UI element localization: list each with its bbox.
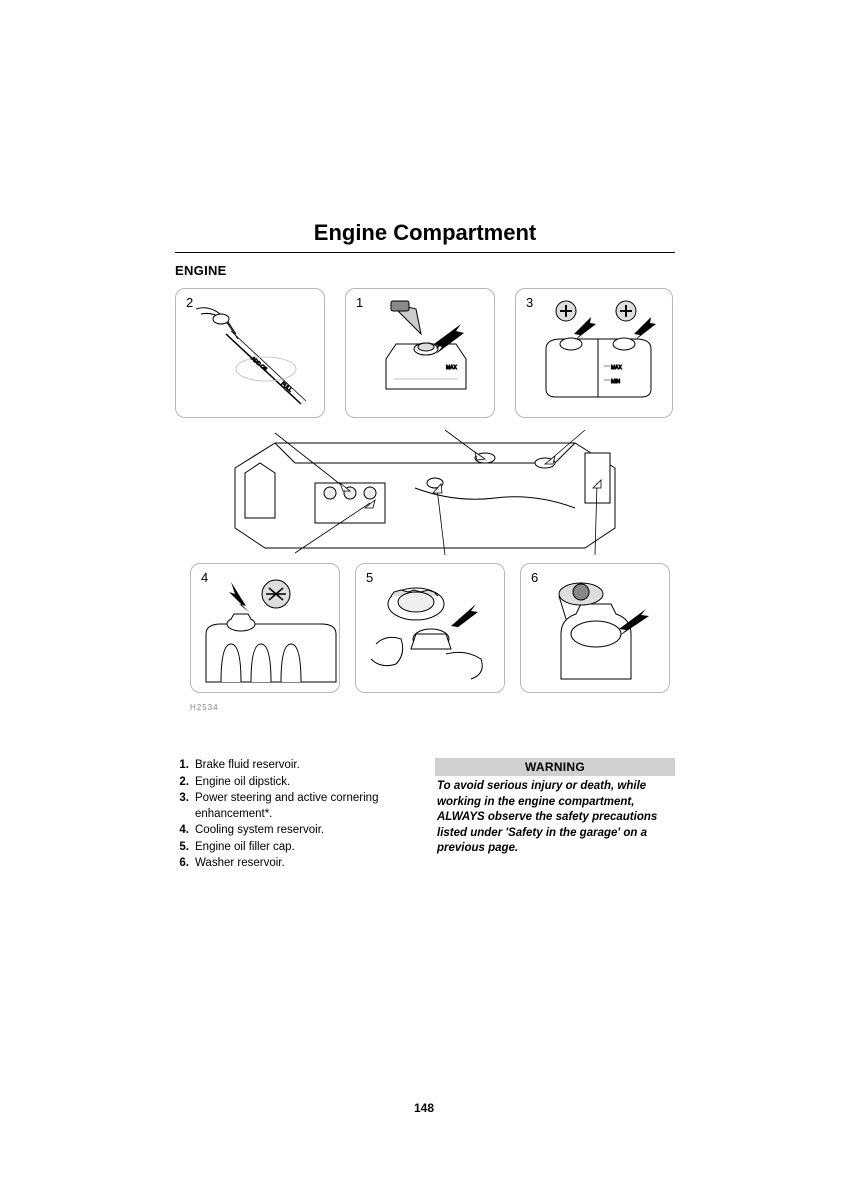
- arrow-icon: [634, 317, 656, 341]
- arrow-icon: [449, 604, 478, 634]
- bottom-columns: 1. Brake fluid reservoir. 2. Engine oil …: [175, 758, 675, 873]
- list-item: 3. Power steering and active cornering e…: [175, 791, 415, 822]
- panel-number: 4: [201, 570, 208, 585]
- arrow-icon: [229, 582, 249, 612]
- list-text: Cooling system reservoir.: [195, 823, 415, 839]
- diagram-panel-4: 4: [190, 563, 340, 693]
- engine-diagram: 2 ADD OIL FULL 1: [175, 288, 675, 738]
- svg-text:ADD OIL: ADD OIL: [250, 356, 269, 374]
- legend-list: 1. Brake fluid reservoir. 2. Engine oil …: [175, 758, 415, 873]
- diagram-panel-5: 5: [355, 563, 505, 693]
- list-text: Brake fluid reservoir.: [195, 758, 415, 774]
- list-number: 4.: [175, 823, 195, 839]
- page-content: Engine Compartment ENGINE 2 ADD OIL FULL: [175, 220, 675, 873]
- svg-text:MIN: MIN: [611, 379, 621, 385]
- brake-reservoir-icon: MAX: [346, 289, 496, 419]
- svg-text:MAX: MAX: [446, 365, 458, 371]
- svg-text:FULL: FULL: [280, 381, 293, 394]
- dipstick-icon: ADD OIL FULL: [176, 289, 326, 419]
- cooling-reservoir-icon: [191, 564, 341, 694]
- page-title: Engine Compartment: [175, 220, 675, 253]
- panel-number: 6: [531, 570, 538, 585]
- list-item: 5. Engine oil filler cap.: [175, 840, 415, 856]
- diagram-panel-1: 1 MAX: [345, 288, 495, 418]
- list-item: 6. Washer reservoir.: [175, 856, 415, 872]
- list-item: 4. Cooling system reservoir.: [175, 823, 415, 839]
- engine-compartment-illustration: [215, 428, 635, 558]
- section-heading: ENGINE: [175, 263, 675, 278]
- diagram-reference-code: H2534: [190, 703, 219, 712]
- power-steering-icon: MAX MIN: [516, 289, 674, 419]
- washer-reservoir-icon: [521, 564, 671, 694]
- list-text: Washer reservoir.: [195, 856, 415, 872]
- warning-box: WARNING To avoid serious injury or death…: [435, 758, 675, 873]
- list-text: Power steering and active cornering enha…: [195, 791, 415, 822]
- panel-number: 2: [186, 295, 193, 310]
- panel-number: 5: [366, 570, 373, 585]
- list-item: 2. Engine oil dipstick.: [175, 775, 415, 791]
- diagram-panel-3: 3 MAX MIN: [515, 288, 673, 418]
- list-number: 1.: [175, 758, 195, 774]
- arrow-icon: [574, 317, 596, 341]
- oil-filler-icon: [356, 564, 506, 694]
- panel-number: 3: [526, 295, 533, 310]
- list-text: Engine oil dipstick.: [195, 775, 415, 791]
- list-number: 5.: [175, 840, 195, 856]
- diagram-panel-2: 2 ADD OIL FULL: [175, 288, 325, 418]
- list-number: 2.: [175, 775, 195, 791]
- warning-heading: WARNING: [435, 758, 675, 776]
- warning-body: To avoid serious injury or death, while …: [435, 776, 675, 857]
- list-number: 3.: [175, 791, 195, 822]
- list-number: 6.: [175, 856, 195, 872]
- list-item: 1. Brake fluid reservoir.: [175, 758, 415, 774]
- svg-text:MAX: MAX: [611, 365, 623, 371]
- diagram-panel-6: 6: [520, 563, 670, 693]
- page-number: 148: [0, 1101, 848, 1115]
- list-text: Engine oil filler cap.: [195, 840, 415, 856]
- panel-number: 1: [356, 295, 363, 310]
